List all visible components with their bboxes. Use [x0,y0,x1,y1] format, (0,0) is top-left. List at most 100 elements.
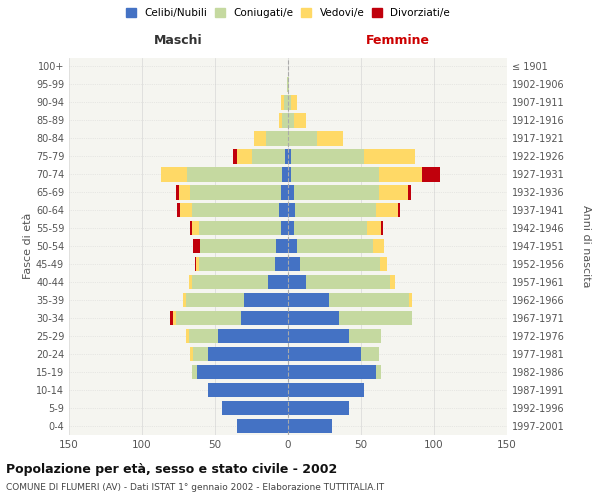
Bar [179,185,190,200]
Bar [373,239,385,254]
Bar [190,221,191,236]
Bar [268,275,288,289]
Bar [288,347,361,362]
Bar [279,203,288,218]
Bar [237,149,251,164]
Bar [294,185,379,200]
Bar [288,401,349,415]
Bar [191,221,199,236]
Text: COMUNE DI FLUMERI (AV) - Dati ISTAT 1° gennaio 2002 - Elaborazione TUTTITALIA.IT: COMUNE DI FLUMERI (AV) - Dati ISTAT 1° g… [6,482,384,492]
Bar [281,221,288,236]
Bar [339,311,412,326]
Bar [288,95,291,110]
Text: Popolazione per età, sesso e stato civile - 2002: Popolazione per età, sesso e stato civil… [6,462,337,475]
Bar [291,95,297,110]
Bar [288,78,289,92]
Bar [376,365,382,380]
Bar [284,95,288,110]
Bar [291,167,379,182]
Bar [173,311,176,326]
Bar [288,275,305,289]
Bar [288,293,329,308]
Bar [233,149,237,164]
Bar [251,149,285,164]
Y-axis label: Fasce di età: Fasce di età [23,213,33,280]
Bar [199,257,275,272]
Bar [199,221,281,236]
Bar [197,365,288,380]
Bar [288,185,294,200]
Bar [288,149,291,164]
Bar [299,257,380,272]
Bar [288,203,295,218]
Bar [218,329,288,344]
Bar [244,293,288,308]
Bar [364,149,415,164]
Bar [297,239,373,254]
Bar [288,383,364,397]
Bar [288,221,294,236]
Bar [408,185,410,200]
Bar [390,275,395,289]
Bar [208,383,288,397]
Bar [288,239,297,254]
Bar [190,185,281,200]
Bar [422,167,440,182]
Bar [317,131,343,146]
Bar [398,203,400,218]
Bar [190,347,193,362]
Bar [288,311,339,326]
Bar [288,419,332,433]
Legend: Celibi/Nubili, Coniugati/e, Vedovi/e, Divorziati/e: Celibi/Nubili, Coniugati/e, Vedovi/e, Di… [124,6,452,20]
Bar [241,311,288,326]
Bar [279,113,282,128]
Bar [176,185,179,200]
Bar [305,275,390,289]
Bar [237,419,288,433]
Bar [177,203,180,218]
Bar [186,329,189,344]
Bar [183,293,186,308]
Text: Femmine: Femmine [365,34,430,46]
Text: Maschi: Maschi [154,34,203,46]
Bar [295,203,376,218]
Bar [379,167,422,182]
Bar [349,329,382,344]
Bar [186,293,244,308]
Bar [275,257,288,272]
Bar [361,347,379,362]
Bar [382,221,383,236]
Bar [176,311,241,326]
Bar [288,329,349,344]
Y-axis label: Anni di nascita: Anni di nascita [581,205,592,288]
Bar [281,185,288,200]
Bar [208,347,288,362]
Bar [367,221,382,236]
Bar [291,149,364,164]
Bar [193,347,208,362]
Bar [187,167,282,182]
Bar [196,257,199,272]
Bar [170,311,173,326]
Bar [288,257,299,272]
Bar [180,203,191,218]
Bar [191,203,279,218]
Bar [288,131,317,146]
Bar [376,203,398,218]
Bar [266,131,288,146]
Bar [282,167,288,182]
Bar [288,113,294,128]
Bar [254,131,266,146]
Bar [281,95,284,110]
Bar [380,257,387,272]
Bar [193,239,200,254]
Bar [191,365,197,380]
Bar [161,167,187,182]
Bar [223,401,288,415]
Bar [329,293,409,308]
Bar [288,365,376,380]
Bar [287,78,288,92]
Bar [191,275,268,289]
Bar [200,239,277,254]
Bar [409,293,412,308]
